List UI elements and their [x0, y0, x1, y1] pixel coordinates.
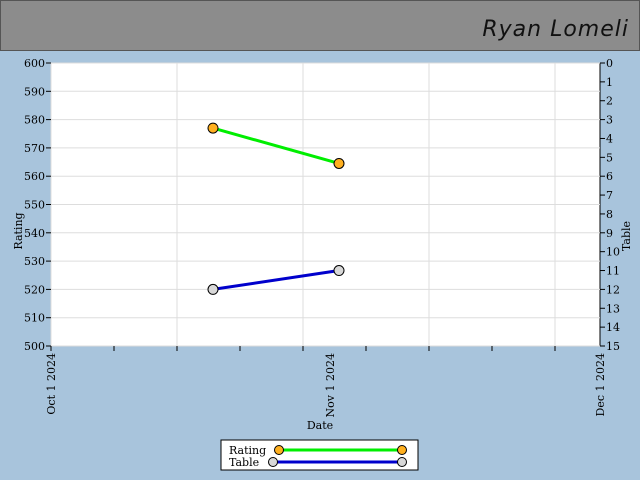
y-tick-label: 600: [24, 57, 45, 70]
legend-label-rating: Rating: [229, 444, 266, 457]
y2-tick-label: 15: [606, 340, 620, 353]
y-tick-label: 590: [24, 85, 45, 98]
y2-tick-label: 5: [606, 151, 613, 164]
legend-marker-rating-start: [274, 445, 284, 455]
legend-marker-table-end: [397, 457, 407, 467]
y2-tick-label: 2: [606, 95, 613, 108]
y2-tick-label: 10: [606, 246, 620, 259]
player-name-title: Ryan Lomeli: [482, 17, 629, 42]
series-lines: [207, 122, 345, 295]
y2-tick-label: 4: [606, 132, 613, 145]
legend-box: [220, 439, 419, 471]
y2-axis-title: Table: [620, 221, 633, 251]
y-tick-label: 540: [24, 227, 45, 240]
legend-marker-rating-end: [397, 445, 407, 455]
series-line-rating: [212, 126, 340, 165]
legend: Rating Table: [220, 439, 419, 471]
header-bar: Ryan Lomeli: [0, 0, 640, 51]
x-tick-label: Dec 1 2024: [594, 353, 607, 416]
y2-tick-label: 14: [606, 321, 620, 334]
y-tick-label: 510: [24, 312, 45, 325]
data-point-rating: [207, 122, 219, 134]
y2-tick-label: 7: [606, 189, 613, 202]
y-tick-label: 580: [24, 114, 45, 127]
legend-label-table: Table: [229, 456, 259, 469]
y-tick-label: 520: [24, 283, 45, 296]
y2-tick-label: 1: [606, 76, 613, 89]
series-line-table: [212, 269, 340, 291]
y-tick-label: 550: [24, 199, 45, 212]
data-point-table: [207, 283, 219, 295]
y-tick-label: 560: [24, 170, 45, 183]
y-axis-title: Rating: [12, 212, 25, 249]
y2-tick-label: 8: [606, 208, 613, 221]
y2-tick-label: 6: [606, 170, 613, 183]
y-tick-label: 570: [24, 142, 45, 155]
y-tick-label: 530: [24, 255, 45, 268]
y2-tick-label: 12: [606, 283, 620, 296]
x-tick-label: Oct 1 2024: [45, 353, 58, 415]
y-tick-label: 500: [24, 340, 45, 353]
y2-tick-label: 13: [606, 302, 620, 315]
y2-tick-label: 0: [606, 57, 613, 70]
data-point-table: [333, 265, 345, 277]
y2-tick-label: 11: [606, 265, 620, 278]
x-axis-title: Date: [307, 419, 333, 432]
grid-lines: [50, 62, 600, 347]
data-point-rating: [333, 157, 345, 169]
x-tick-label: Nov 1 2024: [324, 353, 337, 417]
y2-tick-label: 9: [606, 227, 613, 240]
legend-marker-table-start: [268, 457, 278, 467]
y2-tick-label: 3: [606, 114, 613, 127]
